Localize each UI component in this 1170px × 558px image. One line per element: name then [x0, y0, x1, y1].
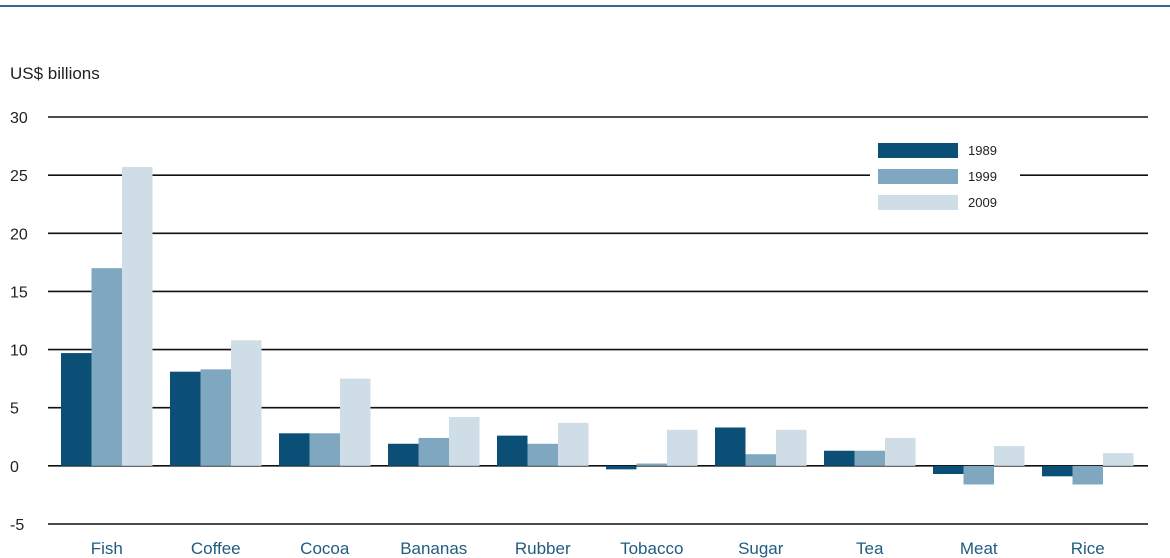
legend-label: 2009 — [968, 195, 997, 210]
bar-tobacco-2009 — [667, 429, 698, 466]
category-label: Cocoa — [300, 539, 350, 558]
y-axis-label: US$ billions — [10, 64, 100, 83]
bar-rubber-1989 — [497, 435, 528, 466]
legend-label: 1989 — [968, 143, 997, 158]
category-label: Bananas — [400, 539, 467, 558]
category-label: Tea — [856, 539, 884, 558]
bar-cocoa-1999 — [309, 433, 340, 466]
bar-rubber-2009 — [558, 422, 589, 466]
header-cutoff — [0, 0, 1170, 5]
category-label: Fish — [91, 539, 123, 558]
y-tick-label: 15 — [10, 284, 28, 301]
category-label: Rubber — [515, 539, 571, 558]
bar-fish-1999 — [91, 268, 122, 466]
bar-coffee-2009 — [231, 340, 262, 466]
bar-bananas-1999 — [418, 437, 449, 466]
y-tick-label: 30 — [10, 110, 28, 127]
bar-meat-2009 — [994, 446, 1025, 466]
bar-coffee-1989 — [170, 371, 201, 466]
bar-tobacco-1989 — [606, 465, 637, 470]
category-label: Sugar — [738, 539, 784, 558]
y-tick-label: -5 — [10, 517, 24, 534]
bar-coffee-1999 — [200, 369, 231, 466]
category-label: Coffee — [191, 539, 241, 558]
category-label: Meat — [960, 539, 998, 558]
bar-rice-1989 — [1042, 465, 1073, 477]
bar-tea-1999 — [854, 450, 885, 466]
category-labels: Fish Coffee Cocoa Bananas Rubber Tobacco Sugar… — [91, 539, 1105, 558]
bar-sugar-1989 — [715, 427, 746, 466]
bar-bananas-1989 — [388, 443, 419, 466]
bar-fish-2009 — [122, 167, 153, 466]
y-tick-label: 10 — [10, 343, 28, 360]
legend-swatch-1999 — [878, 169, 958, 184]
bar-meat-1989 — [933, 465, 964, 474]
bar-rubber-1999 — [527, 443, 558, 466]
category-label: Tobacco — [620, 539, 683, 558]
bar-fish-1989 — [61, 353, 92, 466]
bar-meat-1999 — [963, 465, 994, 485]
bar-cocoa-2009 — [340, 378, 371, 466]
legend-swatch-2009 — [878, 195, 958, 210]
y-tick-label: 5 — [10, 401, 19, 418]
legend-label: 1999 — [968, 169, 997, 184]
bar-rice-2009 — [1103, 453, 1134, 466]
bar-tobacco-1999 — [636, 463, 667, 466]
y-tick-label: 25 — [10, 168, 28, 185]
legend: 1989 1999 2009 — [870, 137, 1020, 215]
bar-tea-1989 — [824, 450, 855, 466]
bar-sugar-1999 — [745, 454, 776, 466]
legend-swatch-1989 — [878, 143, 958, 158]
y-tick-label: 20 — [10, 226, 28, 243]
y-tick-labels: -5 0 5 10 15 20 25 30 — [10, 110, 28, 534]
gridlines — [48, 116, 1148, 525]
bar-rice-1999 — [1072, 465, 1103, 485]
bar-sugar-2009 — [776, 429, 807, 466]
y-tick-label: 0 — [10, 459, 19, 476]
bar-bananas-2009 — [449, 417, 480, 466]
category-label: Rice — [1071, 539, 1105, 558]
bar-cocoa-1989 — [279, 433, 310, 466]
bars — [61, 167, 1134, 485]
bar-tea-2009 — [885, 437, 916, 466]
